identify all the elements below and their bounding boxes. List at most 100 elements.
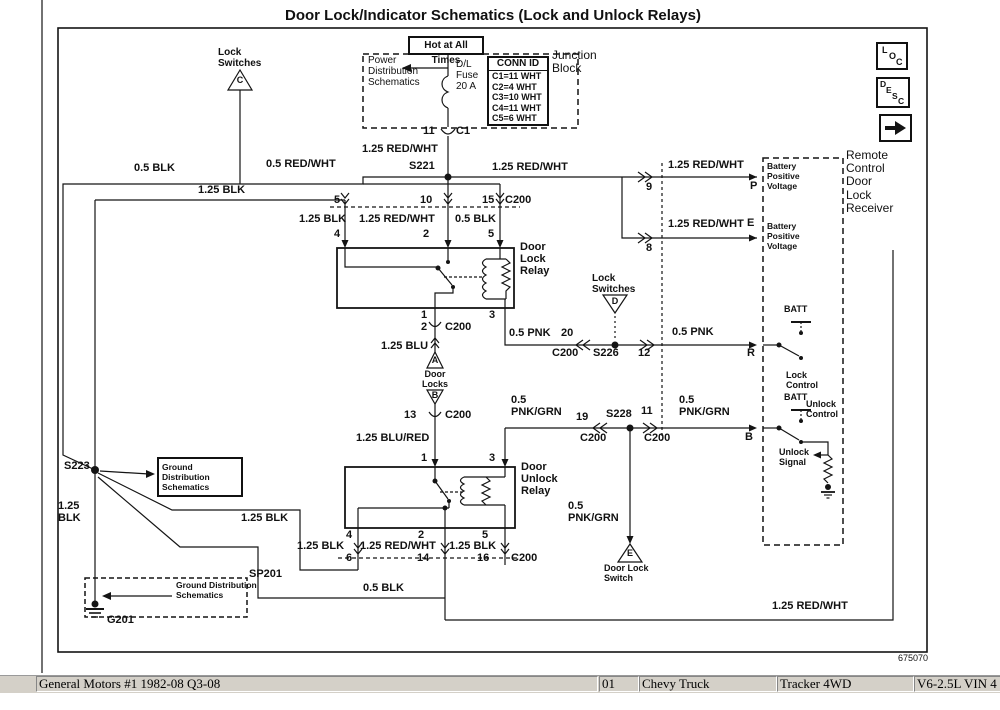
connector-c200: C200 [511, 552, 538, 564]
pin-12: 12 [638, 347, 651, 359]
battery-positive-voltage: Battery Positive Voltage [767, 161, 800, 191]
pin-5: 5 [482, 529, 489, 541]
wire-label: 1.25 BLU/RED [356, 432, 430, 444]
conn-id-title: CONN ID [489, 58, 547, 71]
pin-5: 5 [488, 228, 495, 240]
pin-15: 15 [482, 194, 495, 206]
pin-1: 1 [421, 309, 428, 321]
wire-label: 1.25 BLK [299, 213, 347, 225]
triangle-e-letter: E [626, 548, 633, 558]
batt-label: BATT [784, 304, 808, 314]
pin-1: 1 [421, 452, 428, 464]
wire-label: 1.25 RED/WHT [362, 143, 438, 155]
splice-s221: S221 [409, 160, 435, 172]
loc-button-letter: O [889, 51, 897, 61]
next-page-button[interactable] [879, 114, 912, 142]
desc-button[interactable]: D E S C [876, 77, 910, 108]
wire-label: 0.5 BLK [455, 213, 496, 225]
pin-b: B [745, 431, 753, 443]
pin-16: 16 [477, 552, 490, 564]
pin-3: 3 [489, 452, 496, 464]
connector-c1: C1 [456, 125, 471, 137]
lock-control-label: Lock Control [786, 370, 818, 390]
door-locks-ref: Door Locks [421, 369, 448, 389]
conn-id-table: CONN ID C1=11 WHT C2=4 WHT C3=10 WHT C4=… [487, 56, 549, 126]
junction-block-label: Junction Block [552, 48, 597, 76]
wire-label: 1.25 BLK [449, 540, 497, 552]
splice-s223: S223 [64, 460, 90, 472]
ground-distribution-ref: Ground Distribution Schematics [176, 580, 257, 600]
wire-label: 0.5 PNK/GRN [511, 394, 562, 418]
connector-c200: C200 [445, 321, 472, 333]
wire-label: 1.25 RED/WHT [772, 600, 848, 612]
wire-label: 1.25 BLK [297, 540, 345, 552]
battery-positive-voltage: Battery Positive Voltage [767, 221, 800, 251]
pin-2: 2 [418, 529, 425, 541]
wire-label: 0.5 RED/WHT [266, 158, 336, 170]
splice-s226: S226 [593, 347, 619, 359]
pin-3: 3 [489, 309, 496, 321]
next-arrow-icon [885, 121, 906, 135]
wire-label: 0.5 PNK [672, 326, 714, 338]
conn-id-row: C3=10 WHT [492, 92, 542, 103]
wire-label: 1.25 BLK [198, 184, 246, 196]
receiver-name: Remote Control Door Lock Receiver [846, 148, 894, 215]
splice-s228: S228 [606, 408, 632, 420]
page-title: Door Lock/Indicator Schematics (Lock and… [285, 7, 701, 24]
figure-number: 675070 [898, 653, 929, 663]
batt-label: BATT [784, 392, 808, 402]
status-model: Tracker 4WD [777, 676, 914, 692]
wire-label: 0.5 PNK [509, 327, 551, 339]
connector-c200: C200 [580, 432, 607, 444]
triangle-d-letter: D [611, 296, 619, 306]
status-engine: V6-2.5L VIN 4 [914, 676, 1000, 692]
wire-label: 0.5 PNK/GRN [568, 500, 619, 524]
desc-button-letter: E [886, 85, 892, 95]
wire-label: 1.25 RED/WHT [668, 218, 744, 230]
wire-label: 1.25 BLK [58, 500, 81, 524]
wire-label: 1.25 RED/WHT [359, 213, 435, 225]
connector-c200: C200 [505, 194, 532, 206]
wire-label: 0.5 BLK [134, 162, 175, 174]
conn-id-row: C2=4 WHT [492, 81, 537, 92]
triangle-b-letter: B [431, 390, 439, 400]
desc-button-letter: S [892, 91, 898, 101]
pin-14: 14 [417, 552, 430, 564]
pin-9: 9 [646, 181, 653, 193]
pin-2: 2 [423, 228, 430, 240]
pin-19: 19 [576, 411, 589, 423]
wire-label: 1.25 BLU [381, 340, 429, 352]
pin-e: E [747, 217, 755, 229]
conn-id-row: C4=11 WHT [492, 102, 542, 113]
hot-at-all-times-box: Hot at All Times [408, 36, 484, 66]
wire-label: 1.25 RED/WHT [492, 161, 568, 173]
wire-label: 0.5 PNK/GRN [679, 394, 730, 418]
ground-distribution-ref: Ground Distribution Schematics [162, 462, 210, 492]
loc-button[interactable]: L O C [876, 42, 908, 70]
pin-20: 20 [561, 327, 574, 339]
connector-c200: C200 [552, 347, 579, 359]
pin-4: 4 [334, 228, 341, 240]
ground-g201: G201 [107, 614, 134, 626]
connector-c200: C200 [644, 432, 671, 444]
wire-label: 0.5 BLK [363, 582, 404, 594]
pin-4: 4 [346, 529, 353, 541]
pin-r: R [747, 347, 755, 359]
wire-label: 1.25 RED/WHT [360, 540, 436, 552]
status-make: Chevy Truck [639, 676, 777, 692]
conn-id-row: C1=11 WHT [492, 71, 542, 81]
lock-switches-d-ref: Lock Switches [592, 273, 636, 295]
status-source: General Motors #1 1982-08 Q3-08 [36, 676, 598, 692]
pin-13: 13 [404, 409, 417, 421]
triangle-a-letter: A [431, 355, 439, 365]
pin-8: 8 [646, 242, 653, 254]
desc-button-letter: D [880, 79, 887, 89]
pin-5: 5 [334, 194, 341, 206]
pin-11: 11 [641, 405, 653, 417]
door-lock-switch-label: Door Lock Switch [604, 563, 649, 583]
ground-distribution-box: Ground Distribution Schematics [157, 457, 243, 497]
status-code: 01 [599, 676, 639, 692]
power-distribution-ref: Power Distribution Schematics [368, 55, 420, 88]
